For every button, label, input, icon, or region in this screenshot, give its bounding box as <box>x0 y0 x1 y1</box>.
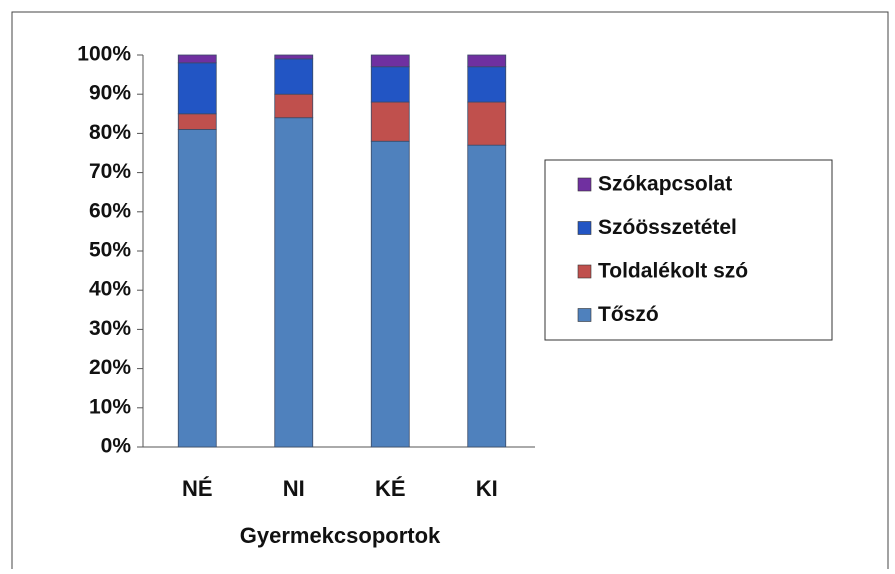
legend-swatch <box>577 177 592 192</box>
y-tick-label: 30% <box>89 317 131 340</box>
bar-segment <box>177 54 217 64</box>
y-tick-label: 50% <box>89 239 131 262</box>
bar-segment <box>370 101 410 142</box>
legend-label: Toldalékolt szó <box>598 260 748 283</box>
y-tick-label: 0% <box>101 435 132 458</box>
y-tick-label: 10% <box>89 395 131 418</box>
y-tick-label: 80% <box>89 121 131 144</box>
bar-segment <box>467 54 507 68</box>
bar-segment <box>370 66 410 103</box>
y-tick-label: 40% <box>89 278 131 301</box>
bar-segment <box>177 129 217 448</box>
x-tick-label: KÉ <box>375 476 406 501</box>
legend-swatch <box>577 264 592 279</box>
x-tick-label: NI <box>283 476 305 501</box>
x-tick-label: NÉ <box>182 476 213 501</box>
x-axis-title: Gyermekcsoportok <box>240 523 441 548</box>
legend-label: Tőszó <box>598 303 659 326</box>
bar-segment <box>467 101 507 146</box>
y-tick-label: 20% <box>89 356 131 379</box>
y-tick-label: 90% <box>89 82 131 105</box>
bar-segment <box>370 54 410 68</box>
legend-box <box>544 159 833 341</box>
legend-swatch <box>577 221 592 235</box>
bar-segment <box>467 144 507 448</box>
bar-segment <box>274 117 314 448</box>
bar-segment <box>370 140 410 448</box>
y-tick-label: 60% <box>89 199 131 222</box>
x-tick-label: KI <box>476 476 498 501</box>
bar-segment <box>274 58 314 95</box>
bar-segment <box>274 93 314 119</box>
bar-segment <box>177 62 217 115</box>
bar-segment <box>177 113 217 130</box>
y-tick-label: 70% <box>89 160 131 183</box>
legend-label: Szókapcsolat <box>598 173 732 196</box>
bar-segment <box>467 66 507 103</box>
legend-label: Szóösszetétel <box>598 216 737 239</box>
legend-swatch <box>577 308 592 322</box>
bar-segment <box>274 54 314 60</box>
y-tick-label: 100% <box>77 43 131 66</box>
